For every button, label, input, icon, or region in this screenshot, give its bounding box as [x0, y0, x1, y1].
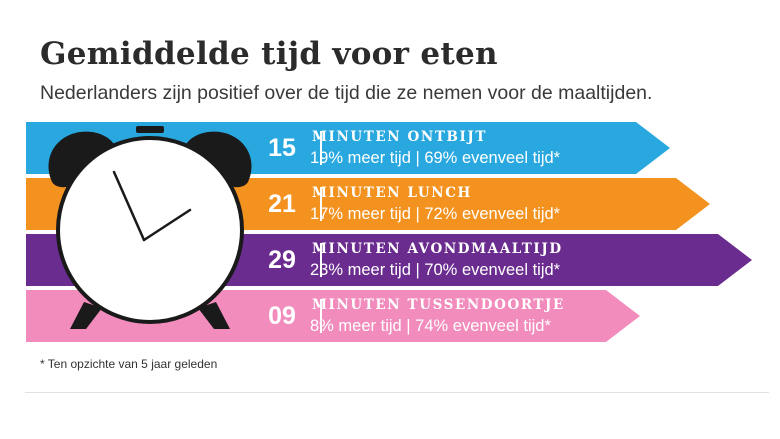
meal-stat: 17% meer tijd | 72% evenveel tijd*: [310, 205, 561, 223]
meal-label: MINUTEN TUSSENDOORTJE: [312, 297, 565, 313]
page-title: Gemiddelde tijd voor eten: [40, 36, 498, 72]
clock-minute-hand: [112, 170, 146, 242]
alarm-clock-icon: [48, 126, 252, 329]
band-separator: [320, 299, 322, 333]
meal-stat: 8% meer tijd | 74% evenveel tijd*: [310, 317, 551, 335]
meal-label: MINUTEN AVONDMAALTIJD: [312, 241, 563, 257]
clock-hour-hand: [142, 208, 192, 242]
meal-minutes-number: 15: [268, 134, 296, 162]
clock-top-button: [136, 126, 164, 133]
clock-bell-right: [186, 131, 252, 188]
meal-minutes-number: 21: [268, 190, 296, 218]
clock-foot-right: [198, 302, 230, 329]
meal-minutes-number: 09: [268, 302, 296, 330]
footnote: * Ten opzichte van 5 jaar geleden: [40, 357, 218, 371]
clock-face: [56, 136, 244, 324]
meal-label: MINUTEN ONTBIJT: [312, 129, 488, 145]
clock-bell-left: [48, 131, 114, 188]
page-subtitle: Nederlanders zijn positief over de tijd …: [40, 82, 653, 104]
meal-stat: 19% meer tijd | 69% evenveel tijd*: [310, 149, 561, 167]
clock-foot-left: [70, 302, 102, 329]
bottom-divider: [25, 392, 769, 393]
band-separator: [320, 187, 322, 221]
meal-label: MINUTEN LUNCH: [312, 185, 472, 201]
band-separator: [320, 131, 322, 165]
band-separator: [320, 243, 322, 277]
meal-minutes-number: 29: [268, 246, 296, 274]
meal-stat: 23% meer tijd | 70% evenveel tijd*: [310, 261, 561, 279]
